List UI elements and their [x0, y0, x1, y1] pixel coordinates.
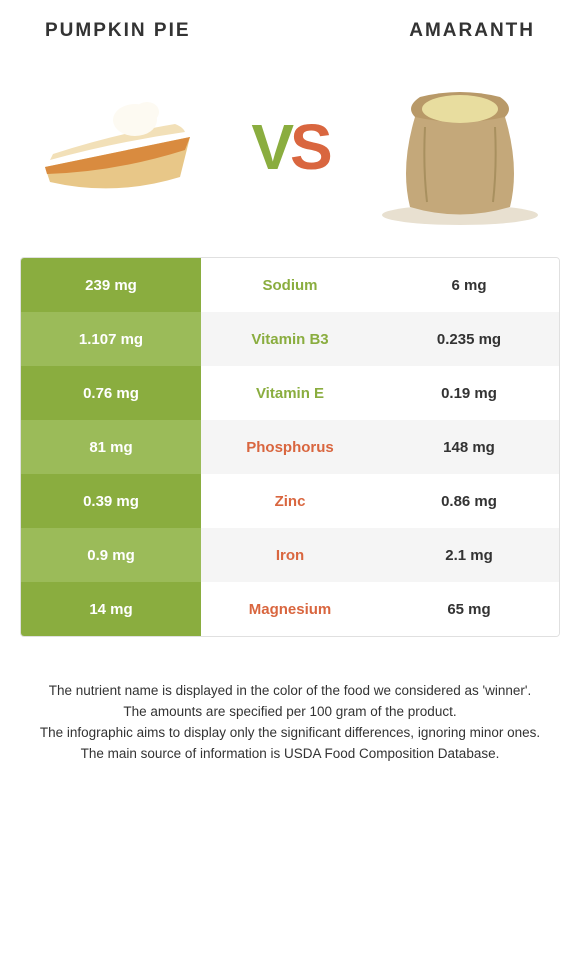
left-value-cell: 81 mg	[21, 420, 201, 474]
nutrient-table: 239 mgSodium6 mg1.107 mgVitamin B30.235 …	[20, 257, 560, 637]
left-food-title: PUMPKIN PIE	[45, 20, 191, 42]
table-row: 239 mgSodium6 mg	[21, 258, 559, 312]
nutrient-label-cell: Vitamin E	[201, 366, 379, 420]
right-value-cell: 2.1 mg	[379, 528, 559, 582]
nutrient-label-cell: Iron	[201, 528, 379, 582]
nutrient-label-cell: Magnesium	[201, 582, 379, 636]
footer-line: The nutrient name is displayed in the co…	[30, 682, 550, 701]
left-value-cell: 0.76 mg	[21, 366, 201, 420]
right-value-cell: 6 mg	[379, 258, 559, 312]
right-value-cell: 0.19 mg	[379, 366, 559, 420]
left-value-cell: 1.107 mg	[21, 312, 201, 366]
amaranth-sack-icon	[370, 67, 550, 227]
left-value-cell: 0.9 mg	[21, 528, 201, 582]
pumpkin-pie-icon	[30, 67, 210, 227]
nutrient-label-cell: Phosphorus	[201, 420, 379, 474]
left-value-cell: 239 mg	[21, 258, 201, 312]
left-value-cell: 14 mg	[21, 582, 201, 636]
footer-line: The infographic aims to display only the…	[30, 724, 550, 743]
right-value-cell: 148 mg	[379, 420, 559, 474]
table-row: 14 mgMagnesium65 mg	[21, 582, 559, 636]
footer-notes: The nutrient name is displayed in the co…	[20, 682, 560, 764]
table-row: 0.76 mgVitamin E0.19 mg	[21, 366, 559, 420]
vs-v-letter: V	[251, 111, 290, 183]
vs-s-letter: S	[290, 111, 329, 183]
table-row: 0.39 mgZinc0.86 mg	[21, 474, 559, 528]
images-row: VS	[20, 62, 560, 232]
footer-line: The main source of information is USDA F…	[30, 745, 550, 764]
right-value-cell: 0.86 mg	[379, 474, 559, 528]
footer-line: The amounts are specified per 100 gram o…	[30, 703, 550, 722]
nutrient-label-cell: Zinc	[201, 474, 379, 528]
table-row: 1.107 mgVitamin B30.235 mg	[21, 312, 559, 366]
right-food-title: AMARANTH	[409, 20, 535, 42]
vs-badge: VS	[251, 110, 328, 184]
table-row: 0.9 mgIron2.1 mg	[21, 528, 559, 582]
header-row: PUMPKIN PIE AMARANTH	[20, 20, 560, 42]
right-value-cell: 65 mg	[379, 582, 559, 636]
nutrient-label-cell: Vitamin B3	[201, 312, 379, 366]
table-row: 81 mgPhosphorus148 mg	[21, 420, 559, 474]
left-value-cell: 0.39 mg	[21, 474, 201, 528]
right-value-cell: 0.235 mg	[379, 312, 559, 366]
nutrient-label-cell: Sodium	[201, 258, 379, 312]
